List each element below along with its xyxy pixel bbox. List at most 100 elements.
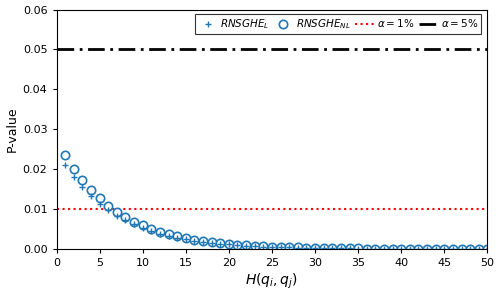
- $RNSGHE_{NL}$: [286, 245, 292, 249]
- $RNSGHE_L$: [390, 247, 396, 250]
- $RNSGHE_{NL}$: [183, 236, 189, 240]
- $RNSGHE_{NL}$: [62, 154, 68, 157]
- $RNSGHE_{NL}$: [372, 247, 378, 250]
- $RNSGHE_L$: [131, 223, 137, 226]
- $RNSGHE_L$: [140, 226, 145, 230]
- $RNSGHE_{NL}$: [88, 188, 94, 192]
- $RNSGHE_{NL}$: [467, 247, 473, 251]
- $RNSGHE_L$: [174, 236, 180, 239]
- $RNSGHE_L$: [218, 242, 224, 246]
- $RNSGHE_{NL}$: [148, 227, 154, 230]
- $RNSGHE_L$: [105, 208, 111, 212]
- $RNSGHE_{NL}$: [458, 247, 464, 251]
- $RNSGHE_L$: [183, 237, 189, 241]
- $RNSGHE_L$: [312, 246, 318, 250]
- $RNSGHE_L$: [381, 247, 387, 250]
- $RNSGHE_L$: [484, 247, 490, 251]
- $RNSGHE_L$: [450, 247, 456, 251]
- $RNSGHE_{NL}$: [278, 245, 283, 249]
- $RNSGHE_{NL}$: [442, 247, 448, 251]
- $RNSGHE_{NL}$: [260, 244, 266, 248]
- $RNSGHE_L$: [166, 234, 172, 238]
- Legend: $RNSGHE_L$, $RNSGHE_{NL}$, $\alpha=1\%$, $\alpha=5\%$: $RNSGHE_L$, $RNSGHE_{NL}$, $\alpha=1\%$,…: [196, 14, 481, 34]
- $RNSGHE_{NL}$: [338, 247, 344, 250]
- $RNSGHE_{NL}$: [80, 178, 86, 182]
- $RNSGHE_L$: [432, 247, 438, 251]
- $RNSGHE_L$: [346, 247, 352, 250]
- $RNSGHE_L$: [330, 247, 336, 250]
- $RNSGHE_L$: [62, 163, 68, 167]
- $RNSGHE_{NL}$: [252, 244, 258, 248]
- $RNSGHE_L$: [407, 247, 413, 251]
- $RNSGHE_{NL}$: [295, 246, 301, 249]
- $RNSGHE_L$: [338, 247, 344, 250]
- $RNSGHE_{NL}$: [122, 215, 128, 219]
- $RNSGHE_{NL}$: [398, 247, 404, 250]
- $RNSGHE_L$: [355, 247, 361, 250]
- $RNSGHE_{NL}$: [234, 243, 240, 247]
- $RNSGHE_L$: [476, 247, 482, 251]
- $RNSGHE_L$: [304, 246, 310, 249]
- $RNSGHE_{NL}$: [192, 238, 198, 241]
- $RNSGHE_L$: [243, 244, 249, 247]
- $RNSGHE_{NL}$: [416, 247, 422, 251]
- Y-axis label: P-value: P-value: [6, 106, 18, 152]
- $RNSGHE_L$: [269, 245, 275, 249]
- $RNSGHE_L$: [122, 219, 128, 222]
- $RNSGHE_L$: [467, 247, 473, 251]
- $RNSGHE_L$: [286, 246, 292, 249]
- $RNSGHE_{NL}$: [226, 242, 232, 246]
- $RNSGHE_L$: [398, 247, 404, 251]
- $RNSGHE_{NL}$: [218, 241, 224, 245]
- $RNSGHE_{NL}$: [407, 247, 413, 251]
- $RNSGHE_L$: [424, 247, 430, 251]
- $RNSGHE_{NL}$: [304, 246, 310, 249]
- $RNSGHE_{NL}$: [390, 247, 396, 250]
- $RNSGHE_{NL}$: [312, 246, 318, 250]
- $RNSGHE_L$: [208, 241, 214, 245]
- $RNSGHE_{NL}$: [484, 247, 490, 251]
- $RNSGHE_L$: [96, 202, 102, 206]
- $RNSGHE_{NL}$: [131, 220, 137, 223]
- $RNSGHE_{NL}$: [208, 240, 214, 244]
- $RNSGHE_{NL}$: [96, 197, 102, 200]
- $RNSGHE_L$: [80, 186, 86, 189]
- $RNSGHE_{NL}$: [114, 210, 120, 214]
- $RNSGHE_L$: [226, 243, 232, 246]
- $RNSGHE_{NL}$: [381, 247, 387, 250]
- $RNSGHE_L$: [114, 214, 120, 217]
- $RNSGHE_L$: [157, 232, 163, 235]
- $RNSGHE_L$: [260, 245, 266, 248]
- $RNSGHE_{NL}$: [424, 247, 430, 251]
- $RNSGHE_L$: [320, 246, 326, 250]
- $RNSGHE_{NL}$: [140, 224, 145, 227]
- $RNSGHE_{NL}$: [157, 230, 163, 233]
- $RNSGHE_{NL}$: [70, 167, 76, 170]
- $RNSGHE_{NL}$: [269, 245, 275, 248]
- $RNSGHE_L$: [416, 247, 422, 251]
- $RNSGHE_L$: [192, 239, 198, 242]
- $RNSGHE_{NL}$: [105, 204, 111, 207]
- $RNSGHE_L$: [200, 240, 206, 244]
- $RNSGHE_L$: [252, 244, 258, 248]
- $RNSGHE_{NL}$: [355, 247, 361, 250]
- $RNSGHE_L$: [234, 243, 240, 247]
- Line: $RNSGHE_L$: $RNSGHE_L$: [62, 162, 490, 252]
- $RNSGHE_{NL}$: [166, 232, 172, 236]
- $RNSGHE_{NL}$: [174, 234, 180, 238]
- Line: $RNSGHE_{NL}$: $RNSGHE_{NL}$: [61, 151, 492, 253]
- $RNSGHE_{NL}$: [200, 239, 206, 243]
- $RNSGHE_{NL}$: [243, 244, 249, 247]
- $RNSGHE_{NL}$: [346, 247, 352, 250]
- $RNSGHE_L$: [278, 245, 283, 249]
- $RNSGHE_{NL}$: [364, 247, 370, 250]
- $RNSGHE_L$: [295, 246, 301, 249]
- X-axis label: $H(q_i, q_j)$: $H(q_i, q_j)$: [246, 272, 298, 291]
- $RNSGHE_L$: [458, 247, 464, 251]
- $RNSGHE_{NL}$: [476, 247, 482, 251]
- $RNSGHE_{NL}$: [320, 246, 326, 250]
- $RNSGHE_L$: [148, 229, 154, 233]
- $RNSGHE_L$: [442, 247, 448, 251]
- $RNSGHE_L$: [88, 194, 94, 198]
- $RNSGHE_L$: [372, 247, 378, 250]
